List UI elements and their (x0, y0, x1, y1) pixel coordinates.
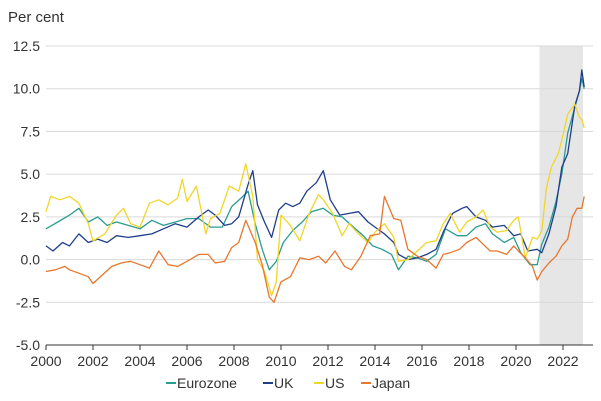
x-tick-label: 2008 (218, 353, 249, 369)
series-line-japan (45, 195, 585, 303)
x-tick-label: 2020 (500, 353, 531, 369)
y-tick-label: 10.0 (13, 81, 40, 97)
x-tick-label: 2002 (77, 353, 108, 369)
y-axis-tick-labels: -5.0 -2.5 0.0 2.5 5.0 7.5 10.0 12.5 (13, 38, 40, 353)
y-tick-label: -2.5 (16, 294, 40, 310)
x-tick-label: 2014 (359, 353, 390, 369)
shaded-region-rect (539, 46, 583, 345)
y-tick-label: 5.0 (21, 166, 41, 182)
x-axis (45, 344, 593, 350)
series-line-eurozone (45, 77, 585, 271)
x-tick-label: 2022 (547, 353, 578, 369)
y-axis-unit-label: Per cent (8, 9, 65, 26)
x-tick-label: 2000 (30, 353, 61, 369)
shaded-region (539, 46, 583, 345)
y-tick-label: 2.5 (21, 209, 41, 225)
series-lines (45, 69, 585, 303)
legend-label-japan: Japan (372, 375, 410, 391)
x-tick-label: 2016 (406, 353, 437, 369)
x-tick-label: 2010 (265, 353, 296, 369)
x-tick-label: 2004 (124, 353, 155, 369)
y-tick-label: 7.5 (21, 123, 41, 139)
x-axis-tick-labels: 2000 2002 2004 2006 2008 2010 2012 2014 2016 2018… (30, 353, 578, 369)
y-tick-label: -5.0 (16, 337, 40, 353)
y-tick-label: 12.5 (13, 38, 40, 54)
legend-label-us: US (325, 375, 344, 391)
x-tick-label: 2006 (171, 353, 202, 369)
legend-label-eurozone: Eurozone (177, 375, 237, 391)
legend: Eurozone UK US Japan (166, 375, 410, 391)
legend-label-uk: UK (274, 375, 294, 391)
series-line-us (45, 103, 585, 297)
x-tick-label: 2012 (312, 353, 343, 369)
gridlines (46, 45, 593, 303)
x-tick-label: 2018 (453, 353, 484, 369)
y-tick-label: 0.0 (21, 252, 41, 268)
